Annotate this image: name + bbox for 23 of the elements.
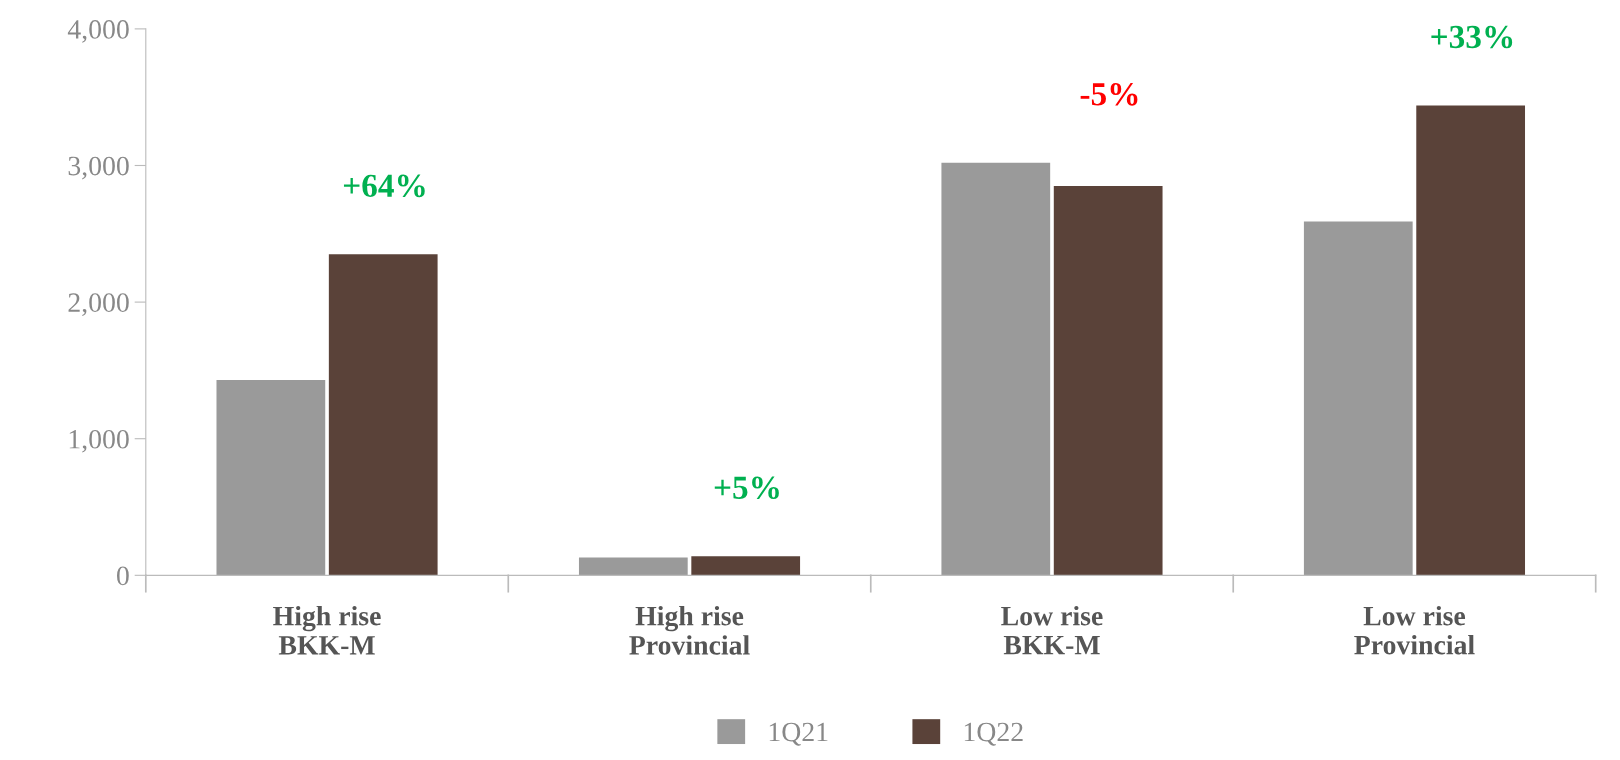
legend-label: 1Q21 <box>769 722 828 746</box>
legend-label: 1Q22 <box>964 722 1023 746</box>
y-tick-label: 2,000 <box>68 293 129 317</box>
bar <box>216 379 326 576</box>
bar <box>691 556 801 576</box>
y-tick-label: 1,000 <box>69 429 129 453</box>
y-tick-label: 4,000 <box>67 20 129 43</box>
bar <box>328 254 438 576</box>
x-tick-label: Low rise BKK-M <box>1001 605 1103 655</box>
y-tick-label: 0 <box>117 566 129 586</box>
annotation: +33% <box>1431 25 1513 49</box>
annotation: +5% <box>714 476 779 500</box>
bar <box>1053 185 1163 576</box>
x-tick-label: High rise BKK-M <box>273 605 381 655</box>
bar <box>1303 221 1413 576</box>
bar <box>1416 105 1526 576</box>
annotation: -5% <box>1080 83 1138 106</box>
y-tick-label: 3,000 <box>68 156 129 180</box>
bar <box>941 162 1051 576</box>
x-tick-label: High rise Provincial <box>629 605 750 655</box>
x-tick-label: Low rise Provincial <box>1354 605 1475 655</box>
annotation: +64% <box>343 174 425 198</box>
bar <box>578 557 688 576</box>
